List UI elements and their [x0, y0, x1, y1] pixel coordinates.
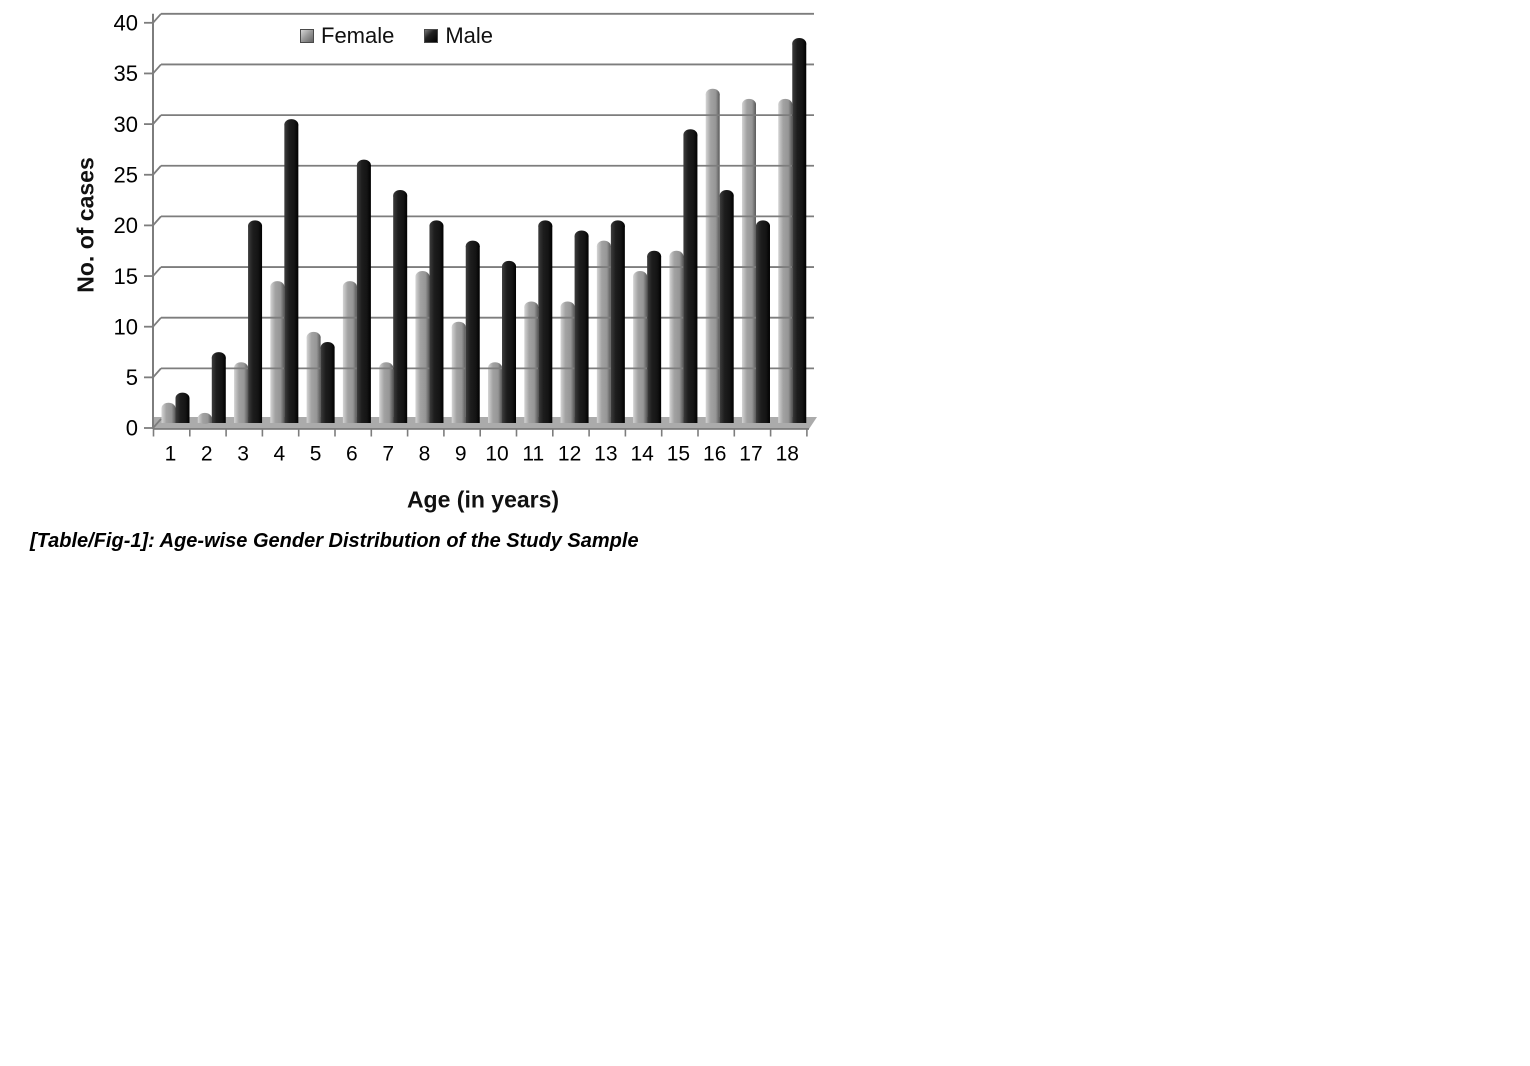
bar-male-1 [175, 398, 190, 423]
bar-female-9 [451, 327, 466, 423]
bar-female-7 [379, 367, 394, 423]
bar-female-6 [342, 286, 357, 423]
y-tick-label-10: 10 [114, 314, 138, 339]
axis-step-5 [152, 367, 162, 378]
legend-label-female: Female [321, 23, 395, 48]
female-swatch-icon [300, 29, 314, 43]
x-tick-label-17: 17 [739, 442, 762, 465]
x-tick-label-13: 13 [594, 442, 617, 465]
y-tick-label-40: 40 [114, 11, 138, 36]
y-tick-label-15: 15 [114, 264, 138, 289]
y-tick-label-30: 30 [114, 112, 138, 137]
bar-male-12 [574, 236, 589, 423]
x-tick-label-2: 2 [201, 442, 213, 465]
bar-male-13 [610, 225, 625, 423]
bar-male-10 [502, 266, 517, 423]
y-tick-label-20: 20 [114, 213, 138, 238]
legend: Female Male [300, 25, 493, 47]
y-tick-label-35: 35 [114, 61, 138, 86]
bar-male-11 [538, 225, 553, 423]
x-tick-label-8: 8 [419, 442, 431, 465]
axis-step-30 [152, 114, 162, 125]
x-tick-label-7: 7 [382, 442, 394, 465]
bar-male-2 [211, 357, 226, 423]
male-swatch-icon [424, 29, 439, 43]
bar-male-16 [719, 195, 734, 423]
bar-female-15 [669, 256, 684, 423]
bar-male-8 [429, 225, 444, 423]
x-tick-label-16: 16 [703, 442, 726, 465]
x-tick-label-10: 10 [485, 442, 508, 465]
bar-female-10 [488, 367, 503, 423]
x-tick-label-11: 11 [522, 442, 544, 465]
legend-item-female: Female [300, 25, 394, 47]
figure-chart: 0 5 10 15 20 25 30 35 40 1 2 3 4 5 6 7 8 9 10 11 12 13 14 15 16 1… [0, 0, 900, 580]
axis-step-10 [152, 317, 162, 328]
bar-female-12 [560, 306, 575, 423]
y-tick-label-0: 0 [126, 416, 138, 441]
axis-step-25 [152, 165, 162, 176]
bar-male-7 [393, 195, 408, 423]
y-tick-label-25: 25 [114, 162, 138, 187]
y-tick-label-5: 5 [126, 365, 138, 390]
axis-step-40 [152, 13, 162, 24]
bar-female-1 [161, 408, 176, 423]
bar-female-18 [778, 104, 793, 423]
bar-female-2 [197, 418, 212, 423]
x-tick-label-12: 12 [558, 442, 581, 465]
bar-female-14 [633, 276, 648, 423]
legend-item-male: Male [424, 25, 493, 47]
figure-caption: [Table/Fig-1]: Age-wise Gender Distribut… [30, 530, 639, 552]
bar-female-8 [415, 276, 430, 423]
bar-male-5 [320, 347, 335, 423]
bar-male-17 [755, 225, 770, 423]
axis-step-35 [152, 63, 162, 75]
bar-female-3 [234, 367, 249, 423]
x-tick-label-6: 6 [346, 442, 358, 465]
x-tick-label-14: 14 [630, 442, 654, 465]
bar-female-4 [270, 286, 285, 423]
bar-male-6 [356, 165, 371, 423]
bar-female-13 [596, 246, 611, 423]
legend-label-male: Male [445, 23, 494, 48]
bar-male-15 [683, 134, 698, 424]
x-tick-label-15: 15 [667, 442, 690, 465]
bar-female-5 [306, 337, 321, 423]
bar-male-18 [792, 43, 807, 424]
x-tick-label-18: 18 [776, 442, 799, 465]
bar-female-11 [524, 306, 539, 423]
y-axis-title: No. of cases [72, 157, 99, 293]
bar-male-9 [465, 246, 480, 423]
x-tick-label-5: 5 [310, 442, 322, 465]
axis-step-15 [152, 266, 162, 277]
axis-step-20 [152, 215, 162, 226]
x-tick-label-9: 9 [455, 442, 467, 465]
x-axis-title: Age (in years) [406, 486, 560, 513]
x-tick-label-1: 1 [165, 442, 177, 465]
axis-step-0 [152, 418, 162, 429]
x-tick-label-4: 4 [273, 442, 285, 465]
bar-female-16 [705, 94, 720, 424]
bar-male-14 [647, 256, 662, 423]
bar-male-4 [284, 124, 299, 423]
bar-female-17 [741, 104, 756, 423]
x-tick-label-3: 3 [237, 442, 249, 465]
bar-male-3 [248, 225, 263, 423]
